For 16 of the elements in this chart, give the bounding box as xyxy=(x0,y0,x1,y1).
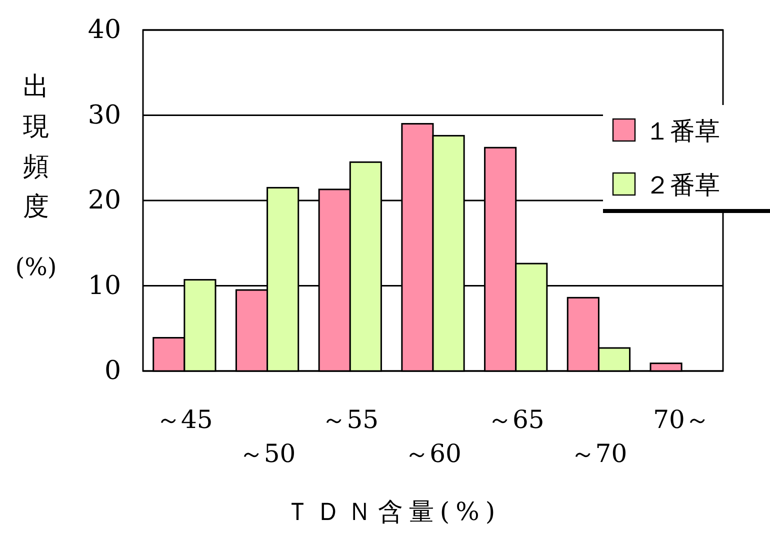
y-tick-label: 20 xyxy=(88,186,121,216)
y-axis-title: 出現頻度(%) xyxy=(15,72,57,281)
y-tick-label: 40 xyxy=(88,15,121,45)
y-tick-label: 30 xyxy=(88,100,121,130)
x-tick-label: ～45 xyxy=(156,405,213,434)
x-tick-label: 70～ xyxy=(653,405,710,434)
x-tick-label: ～60 xyxy=(404,439,462,468)
x-tick-label: ～65 xyxy=(487,405,544,434)
legend-label: ２番草 xyxy=(645,170,720,200)
legend-label: １番草 xyxy=(645,116,720,146)
y-tick-label: 0 xyxy=(104,356,121,386)
y-tick-label: 10 xyxy=(88,270,121,301)
x-tick-label: ～70 xyxy=(570,439,628,468)
x-axis-title: ＴＤＮ含量(%) xyxy=(284,497,502,526)
x-tick-label: ～50 xyxy=(238,439,296,468)
x-tick-label: ～55 xyxy=(322,405,379,434)
